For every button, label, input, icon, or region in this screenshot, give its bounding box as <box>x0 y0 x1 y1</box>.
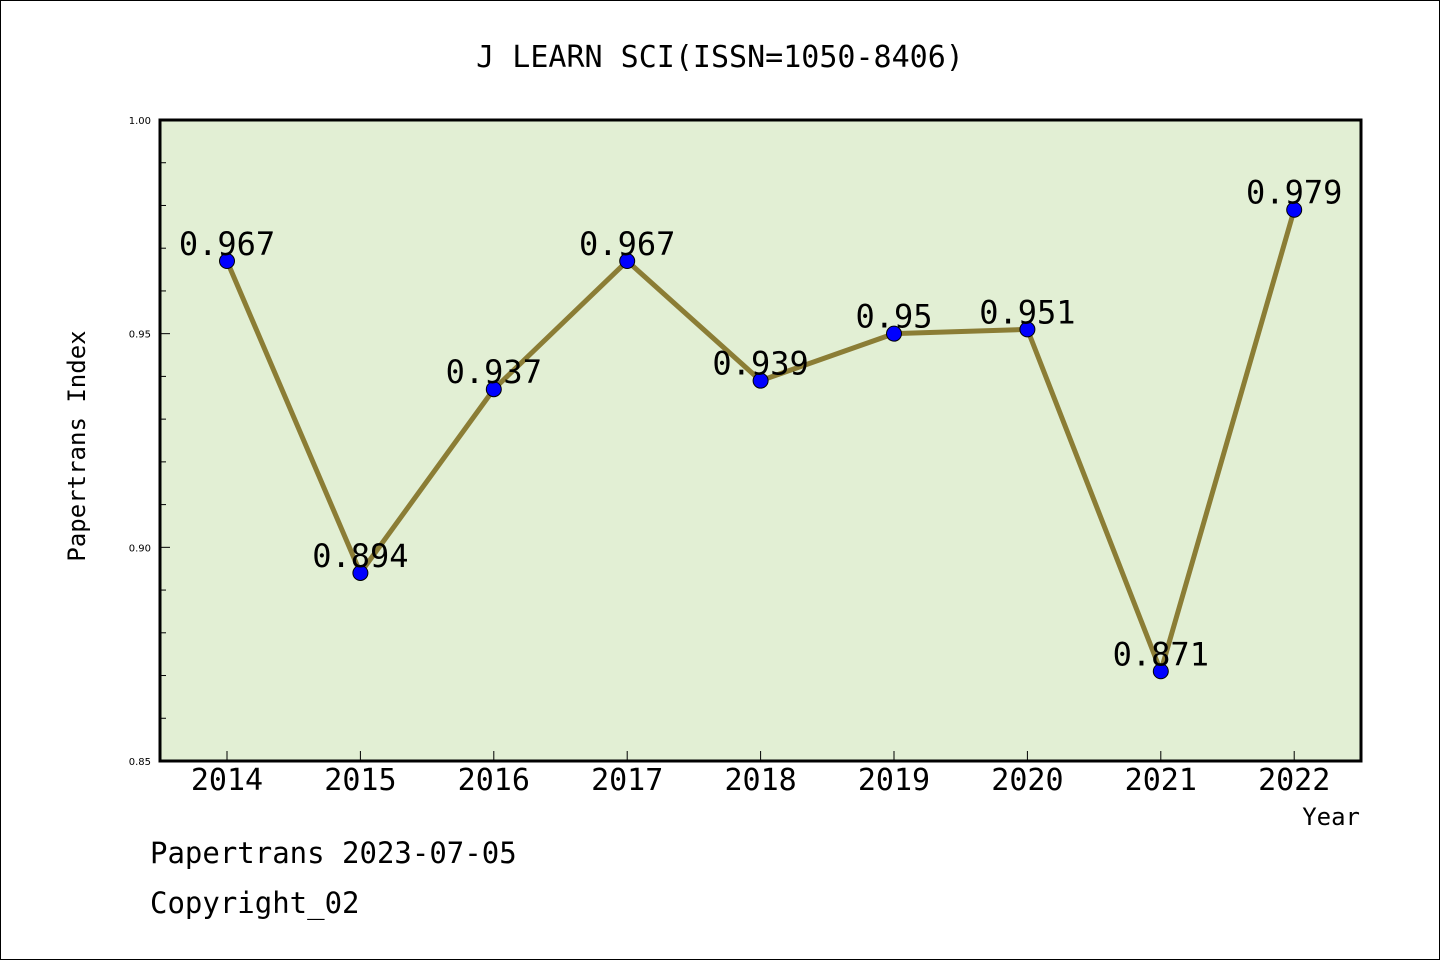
footer-copyright: Copyright_02 <box>150 886 360 920</box>
x-tick-label: 2019 <box>858 763 930 798</box>
data-point <box>886 325 902 342</box>
x-tick-label: 2015 <box>324 763 396 798</box>
data-point <box>1019 321 1036 338</box>
data-label: 0.967 <box>579 225 675 263</box>
y-tick-label: 0.95 <box>129 330 151 341</box>
data-label: 0.937 <box>446 353 542 391</box>
y-axis-label: Papertrans Index <box>63 330 91 561</box>
footer-date: Papertrans 2023-07-05 <box>150 836 517 870</box>
data-label: 0.894 <box>312 537 408 575</box>
data-label: 0.979 <box>1246 174 1342 212</box>
y-axis: 0.85 0.90 0.95 1.00 <box>129 116 170 768</box>
data-point <box>619 253 636 270</box>
plot-area <box>158 118 1363 763</box>
data-point <box>219 253 235 270</box>
x-tick-label: 2016 <box>458 763 530 798</box>
chart-title: J LEARN SCI(ISSN=1050-8406) <box>476 40 964 75</box>
data-point <box>1152 663 1169 680</box>
x-axis-label: Year <box>1302 803 1360 831</box>
x-tick-label: 2018 <box>724 763 796 798</box>
series-line-group: 0.967 0.894 0.937 0.967 0.939 0.95 0.951 0.871 0… <box>179 174 1342 680</box>
x-tick-label: 2021 <box>1125 763 1197 798</box>
x-axis: 2014 2015 2016 2017 2018 2019 2020 2021 2022 <box>191 751 1330 798</box>
x-tick-label: 2014 <box>191 763 263 798</box>
data-point <box>752 372 769 389</box>
x-tick-label: 2022 <box>1258 763 1330 798</box>
x-tick-label: 2017 <box>591 763 663 798</box>
data-point <box>485 381 502 398</box>
y-tick-label: 0.85 <box>129 757 151 768</box>
x-tick-label: 2020 <box>991 763 1063 798</box>
data-label: 0.967 <box>179 225 275 263</box>
data-label: 0.951 <box>979 293 1075 331</box>
data-label: 0.871 <box>1113 635 1209 673</box>
data-label: 0.939 <box>712 345 808 383</box>
data-point <box>1286 201 1303 218</box>
data-label: 0.95 <box>855 298 932 336</box>
data-point <box>352 564 369 581</box>
y-tick-label: 0.90 <box>129 543 151 554</box>
y-tick-label: 1.00 <box>129 116 151 127</box>
